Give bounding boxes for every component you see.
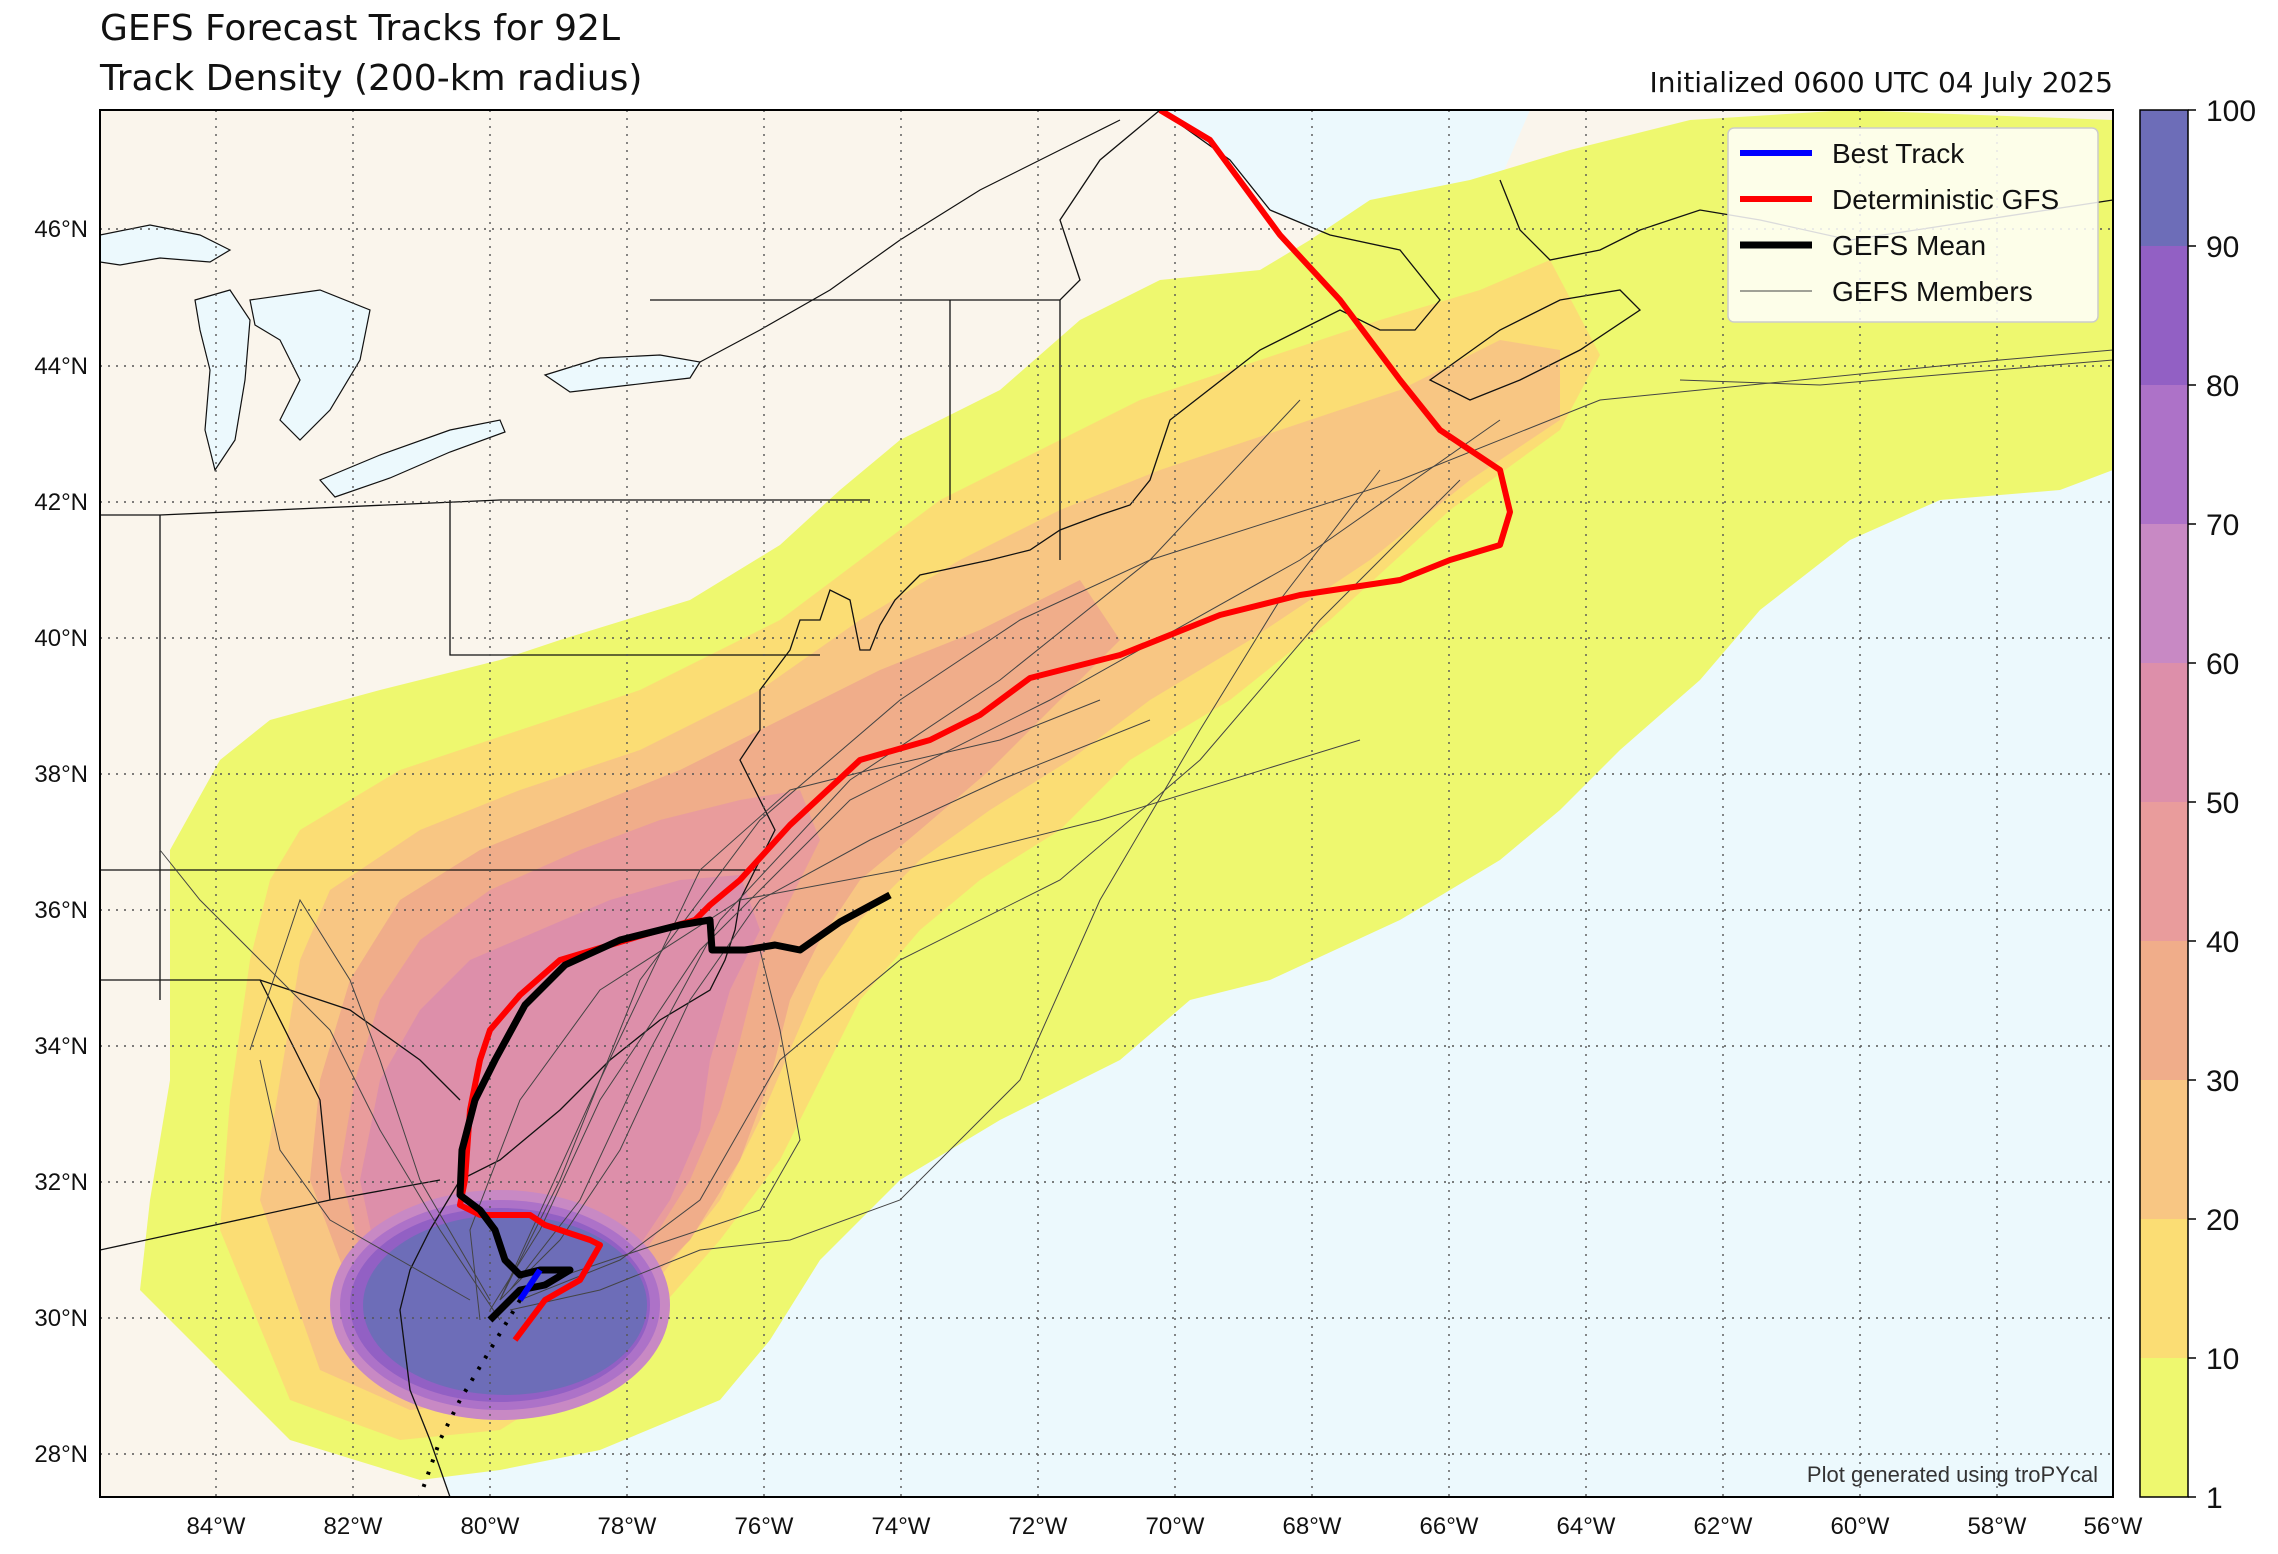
lat-label: 30°N [34,1305,88,1332]
lon-label: 58°W [1968,1513,2027,1540]
colorbar-segment [2140,941,2188,1080]
lat-label: 40°N [34,625,88,652]
colorbar: 1 10 20 30 40 50 60 70 80 90 100 [2139,95,2256,1515]
legend-label-gefs-members: GEFS Members [1832,276,2033,307]
gefs-member-track [259,1059,471,1301]
chart-title: GEFS Forecast Tracks for 92L [100,8,620,49]
legend-label-best-track: Best Track [1832,138,1965,169]
gefs-member-tracks [159,349,2113,1321]
lon-label: 56°W [2084,1513,2143,1540]
lat-label: 42°N [34,489,88,516]
lon-label: 78°W [598,1513,657,1540]
lat-label: 36°N [34,897,88,924]
gefs-member-track [509,399,1301,1291]
colorbar-segment [2140,663,2188,802]
colorbar-tick: 1 [2206,1482,2223,1515]
lat-label: 32°N [34,1169,88,1196]
us-east-coastline [399,110,1441,1497]
state-borders [100,300,1061,1251]
lon-label: 64°W [1557,1513,1616,1540]
gefs-member-track [249,898,491,1301]
lat-label: 38°N [34,761,88,788]
track-density-contours [140,110,2113,1480]
colorbar-segment [2140,1080,2188,1219]
colorbar-tick: 40 [2206,926,2239,959]
map-frame [99,109,2114,1498]
colorbar-tick: 30 [2206,1065,2239,1098]
gefs-member-track [509,469,1381,1311]
lon-label: 70°W [1146,1513,1205,1540]
lat-label: 46°N [34,216,88,243]
colorbar-segment [2140,802,2188,941]
lon-label: 66°W [1420,1513,1479,1540]
saint-lawrence-river [699,119,1121,363]
gefs-member-track [519,949,801,1291]
colorbar-tick: 50 [2206,787,2239,820]
lon-label: 82°W [324,1513,383,1540]
longitude-labels: 84°W 82°W 80°W 78°W 76°W 74°W 72°W 70°W … [187,1513,2143,1540]
lake-ontario [543,354,701,393]
borders [100,110,2113,1497]
lat-label: 28°N [34,1441,88,1468]
lake-erie [318,419,506,498]
colorbar-tick: 90 [2206,231,2239,264]
chart-subtitle: Track Density (200-km radius) [100,58,643,99]
canada-us-border [650,110,1161,301]
lon-label: 76°W [735,1513,794,1540]
legend-label-deterministic-gfs: Deterministic GFS [1832,184,2059,215]
gefs-member-track [499,349,2113,1301]
colorbar-tick: 80 [2206,370,2239,403]
colorbar-tick: 70 [2206,509,2239,542]
gefs-mean-track [456,891,892,1323]
colorbar-segment [2140,1358,2188,1497]
lon-label: 60°W [1831,1513,1890,1540]
lon-label: 74°W [872,1513,931,1540]
gefs-member-track [1679,359,2113,386]
legend-box [1727,127,2099,323]
lat-label: 44°N [34,353,88,380]
gefs-member-track [499,699,1101,1301]
deterministic-gfs-track [457,110,1513,1342]
lake-michigan [194,289,251,472]
colorbar-segment [2140,524,2188,663]
lon-label: 68°W [1283,1513,1342,1540]
lon-label: 72°W [1009,1513,1068,1540]
lon-label: 62°W [1694,1513,1753,1540]
legend-label-gefs-mean: GEFS Mean [1832,230,1986,261]
gefs-member-track [489,419,1501,1311]
best-track [517,1268,543,1302]
colorbar-segment [2140,110,2188,246]
lat-label: 34°N [34,1033,88,1060]
colorbar-segment [2140,385,2188,524]
colorbar-tick: 10 [2206,1343,2239,1376]
latitude-labels: 46°N 44°N 42°N 40°N 38°N 36°N 34°N 32°N … [34,216,88,1468]
lon-label: 84°W [187,1513,246,1540]
lake-superior [100,224,232,266]
nova-scotia-coast [1428,289,1642,401]
credit-text: Plot generated using troPYcal [1807,1462,2098,1487]
initialization-label: Initialized 0600 UTC 04 July 2025 [1649,66,2113,99]
colorbar-tick: 60 [2206,648,2239,681]
colorbar-segment [2140,1219,2188,1358]
gefs-member-track [159,849,501,1321]
colorbar-frame [2139,109,2189,1498]
colorbar-tick: 20 [2206,1204,2239,1237]
legend: Best Track Deterministic GFS GEFS Mean G… [1727,127,2099,323]
gefs-member-track [519,479,1461,1301]
colorbar-tick: 100 [2206,95,2256,128]
colorbar-segment [2140,246,2188,385]
lon-label: 80°W [461,1513,520,1540]
